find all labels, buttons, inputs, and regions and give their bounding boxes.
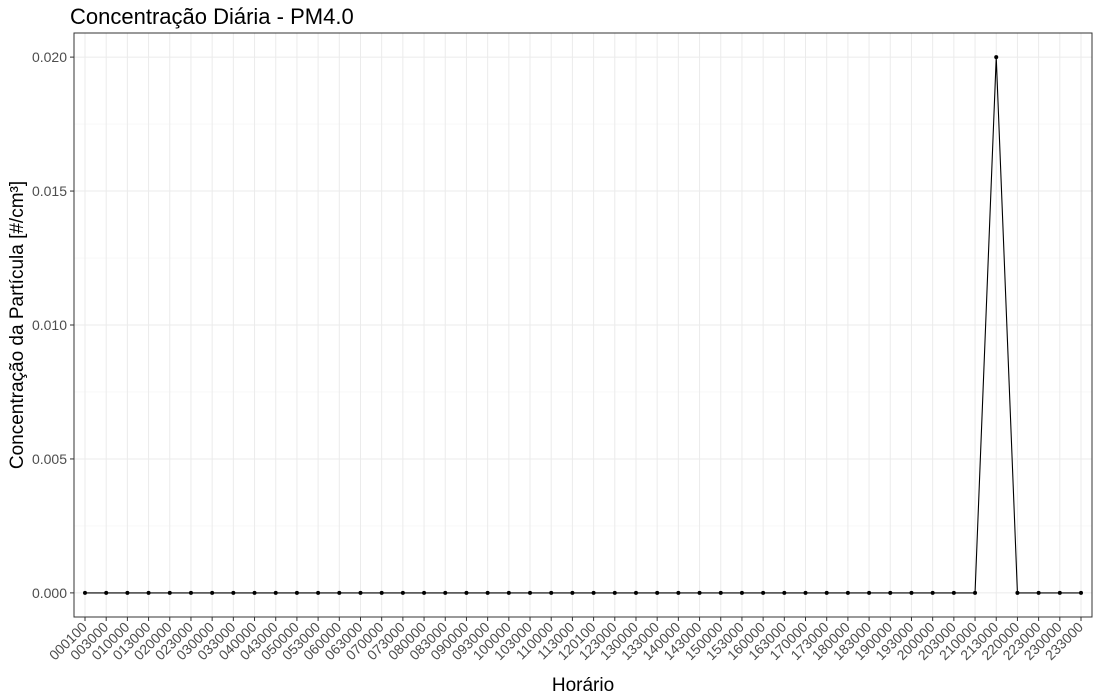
data-point xyxy=(273,590,278,595)
data-point xyxy=(761,590,766,595)
data-point xyxy=(591,590,596,595)
data-point xyxy=(83,590,87,595)
y-tick-label: 0.000 xyxy=(32,585,67,601)
data-point xyxy=(337,590,342,595)
chart-title: Concentração Diária - PM4.0 xyxy=(70,4,354,29)
data-point xyxy=(930,590,935,595)
x-axis-title: Horário xyxy=(552,675,614,696)
data-point xyxy=(1015,590,1020,595)
data-point xyxy=(718,590,723,595)
data-point xyxy=(167,590,172,595)
data-point xyxy=(485,590,490,595)
data-point xyxy=(803,590,808,595)
data-point xyxy=(994,55,999,60)
data-point xyxy=(358,590,363,595)
data-point xyxy=(528,590,533,595)
data-point xyxy=(888,590,893,595)
data-point xyxy=(909,590,914,595)
data-point xyxy=(316,590,321,595)
data-point xyxy=(210,590,215,595)
data-point xyxy=(188,590,193,595)
data-point xyxy=(612,590,617,595)
data-point xyxy=(676,590,681,595)
data-point xyxy=(845,590,850,595)
data-point xyxy=(824,590,829,595)
data-point xyxy=(379,590,384,595)
data-point xyxy=(104,590,109,595)
data-point xyxy=(400,590,405,595)
y-tick-label: 0.015 xyxy=(32,183,67,199)
data-point xyxy=(1057,590,1062,595)
data-point xyxy=(252,590,257,595)
data-point xyxy=(422,590,427,595)
data-point xyxy=(549,590,554,595)
data-point xyxy=(697,590,702,595)
data-point xyxy=(506,590,511,595)
data-point xyxy=(973,590,978,595)
y-tick-label: 0.010 xyxy=(32,317,67,333)
data-point xyxy=(867,590,872,595)
data-point xyxy=(739,590,744,595)
series-line xyxy=(85,57,1081,594)
data-point xyxy=(294,590,299,595)
data-point xyxy=(146,590,151,595)
data-point xyxy=(570,590,575,595)
y-axis: 0.000 0.005 0.010 0.015 0.020 xyxy=(32,49,74,601)
y-tick-label: 0.020 xyxy=(32,49,67,65)
series-layer xyxy=(83,55,1083,595)
data-point xyxy=(1036,590,1041,595)
data-point xyxy=(231,590,236,595)
data-point xyxy=(1079,590,1083,595)
data-point xyxy=(443,590,448,595)
data-point xyxy=(655,590,660,595)
data-point xyxy=(633,590,638,595)
y-axis-title: Concentração da Partícula [#/cm³] xyxy=(7,181,28,469)
x-axis: 0001000030000100000130000200000230000300… xyxy=(46,617,1086,663)
data-point xyxy=(951,590,956,595)
data-point xyxy=(464,590,469,595)
data-point xyxy=(125,590,130,595)
data-point xyxy=(782,590,787,595)
y-tick-label: 0.005 xyxy=(32,451,67,467)
grid-lines xyxy=(74,33,1092,617)
